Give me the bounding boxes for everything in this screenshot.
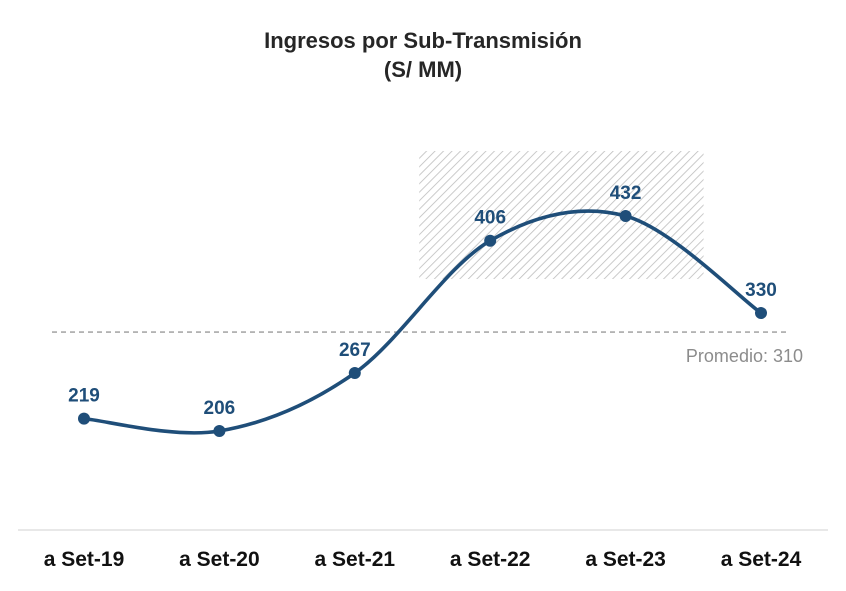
data-point-4 (484, 234, 497, 247)
average-label: Promedio: 310 (686, 346, 803, 366)
data-point-3 (348, 366, 361, 379)
data-label-1: 219 (68, 386, 100, 407)
x-tick-label-1: a Set-19 (44, 548, 125, 571)
data-points (78, 210, 767, 437)
chart-title-block: Ingresos por Sub-Transmisión (S/ MM) (0, 26, 846, 84)
x-axis-ticks: a Set-19 a Set-20 a Set-21 a Set-22 a Set-23… (44, 548, 802, 571)
chart-subtitle: (S/ MM) (383, 57, 463, 82)
data-label-6: 330 (745, 280, 777, 301)
data-label-2: 206 (204, 398, 236, 419)
data-point-6 (755, 307, 767, 320)
data-point-5 (619, 210, 632, 222)
data-labels: 219 206 267 406 432 330 (68, 183, 777, 419)
data-point-1 (78, 412, 90, 425)
x-tick-label-4: a Set-22 (450, 548, 531, 571)
x-tick-label-6: a Set-24 (721, 548, 802, 571)
data-label-3: 267 (339, 340, 371, 361)
data-label-5: 432 (610, 183, 642, 204)
x-tick-label-3: a Set-21 (315, 548, 396, 571)
chart-title: Ingresos por Sub-Transmisión (264, 28, 582, 53)
data-point-2 (213, 425, 226, 437)
x-tick-label-2: a Set-20 (179, 548, 260, 571)
data-label-4: 406 (474, 208, 506, 229)
x-tick-label-5: a Set-23 (585, 548, 666, 571)
